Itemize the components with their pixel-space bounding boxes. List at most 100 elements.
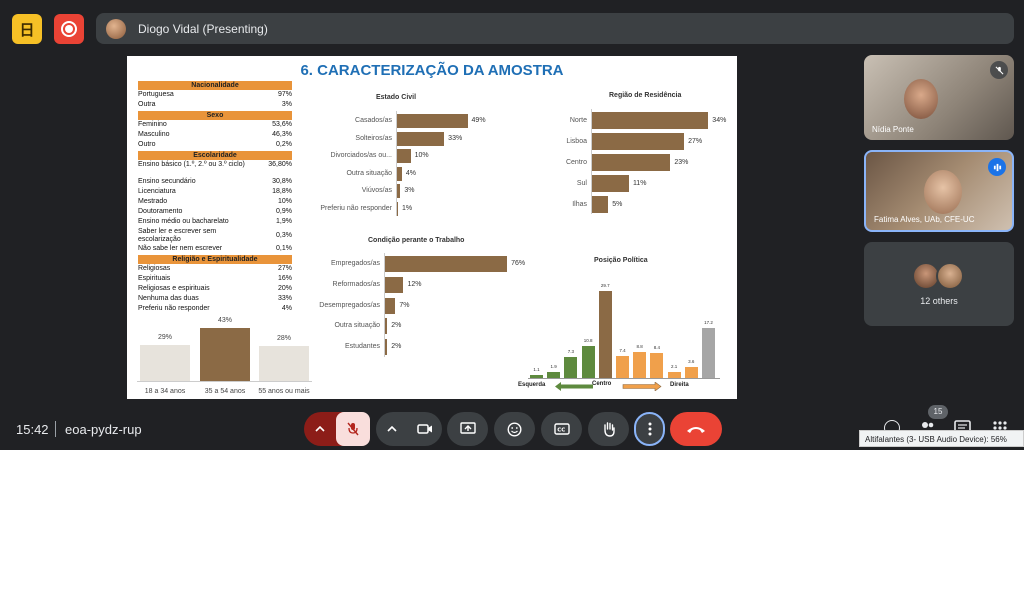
table-row: Não sabe ler nem escrever 0,1% [138, 245, 292, 253]
table-row: Religiosas 27% [138, 265, 292, 273]
right-arrow-icon [622, 382, 662, 391]
bar-label: Preferiu não responder [320, 204, 392, 212]
table-row: Nenhuma das duas 33% [138, 295, 292, 303]
bar-label: Sul [576, 179, 587, 187]
row-label: Outra [138, 101, 156, 108]
politica-bar [547, 372, 561, 378]
svg-text:CC: CC [557, 428, 565, 434]
row-value: 20% [277, 285, 292, 292]
row-value: 18,8% [272, 188, 292, 195]
table-row: Ensino básico (1.º, 2.º ou 3.º ciclo) 36,… [138, 161, 292, 169]
row-value: 33% [277, 295, 292, 302]
bar-value: 2% [391, 343, 402, 351]
table-section-header: Escolaridade [138, 151, 292, 160]
politica-bar [564, 356, 578, 378]
bar [396, 114, 468, 128]
politica-value: 10.8 [583, 338, 593, 344]
bar-value: 7% [399, 301, 410, 309]
table-row: Outra 3% [138, 101, 292, 109]
row-value: 1,9% [276, 218, 292, 225]
bar [396, 201, 398, 216]
presenter-bar[interactable]: Diogo Vidal (Presenting) [96, 13, 1014, 44]
mic-options-chevron-icon[interactable] [304, 412, 336, 446]
row-value: 97% [277, 91, 292, 98]
row-label: Doutoramento [138, 208, 183, 215]
table-row: Masculino 46,3% [138, 131, 292, 139]
politica-bar [667, 371, 681, 378]
age-bar [259, 346, 309, 381]
volume-tooltip: Altifalantes (3- USB Audio Device): 56% [859, 430, 1024, 447]
estado-civil-title: Estado Civil [376, 94, 417, 101]
politica-bar [616, 356, 629, 378]
table-row: Espirituais 16% [138, 275, 292, 283]
avatar [912, 262, 940, 290]
hang-up-icon [687, 426, 705, 433]
row-value: 0,2% [276, 141, 292, 148]
row-value: 0,3% [276, 232, 292, 239]
others-tile[interactable]: 12 others [864, 242, 1014, 326]
age-bar [200, 328, 250, 381]
row-label: Feminino [138, 121, 167, 128]
bar [396, 166, 402, 181]
participant-tile-nidia[interactable]: Nídia Ponte [864, 55, 1014, 140]
bar-label: Ilhas [572, 200, 587, 208]
bar-label: Empregados/as [330, 260, 380, 267]
row-value: 30,8% [272, 178, 292, 185]
row-label: Ensino secundário [138, 178, 196, 185]
emoji-button[interactable] [494, 412, 535, 446]
app-logo-icon[interactable]: 日 [12, 14, 42, 44]
age-category: 55 anos ou mais [258, 388, 310, 395]
bar-label: Centro [565, 158, 587, 166]
bar-label: Outra situação [334, 322, 380, 330]
bar-value: 49% [471, 117, 486, 124]
emoji-icon [507, 421, 522, 437]
slide-title: 6. CARACTERIZAÇÃO DA AMOSTRA [300, 62, 564, 79]
table-row: Doutoramento 0,9% [138, 208, 292, 216]
axis-line [396, 111, 397, 216]
mic-off-button[interactable] [336, 412, 370, 446]
table-row: Saber ler e escrever sem escolarização 0,… [138, 228, 292, 244]
mic-off-icon [990, 61, 1008, 79]
row-label: Outro [138, 141, 156, 148]
others-label: 12 others [920, 296, 958, 306]
politica-value: 8.4 [653, 345, 661, 351]
present-button[interactable] [447, 412, 488, 446]
more-options-button[interactable] [634, 412, 665, 446]
camera-options-chevron-icon[interactable] [376, 412, 408, 446]
participant-video [924, 170, 962, 214]
bar [384, 276, 404, 293]
politica-bar [530, 374, 543, 378]
politica-bar [598, 291, 612, 378]
record-icon[interactable] [54, 14, 84, 44]
raise-hand-icon [603, 422, 615, 437]
row-label: Não sabe ler nem escrever [138, 245, 223, 252]
age-category: 18 a 34 anos [144, 388, 186, 395]
politica-value: 17.2 [704, 319, 713, 325]
participant-tile-fatima[interactable]: Fatima Alves, UAb, CFE-UC [864, 150, 1014, 232]
politica-value: 7.4 [619, 348, 626, 354]
bar-label: Lisboa [566, 137, 587, 145]
captions-button[interactable]: CC [541, 412, 582, 446]
left-arrow-icon [555, 382, 593, 391]
bar-value: 10% [414, 152, 429, 159]
row-label: Saber ler e escrever sem escolarização [138, 228, 217, 243]
age-axis-line [137, 381, 312, 382]
table-row: Mestrado 10% [138, 198, 292, 206]
bar-value: 3% [404, 187, 415, 194]
bar [591, 175, 629, 192]
bar [591, 154, 671, 171]
participant-name: Fatima Alves, UAb, CFE-UC [874, 215, 975, 224]
present-screen-icon [459, 422, 476, 434]
mic-off-icon [347, 422, 359, 436]
row-label: Preferiu não responder [138, 305, 210, 312]
activities-icon[interactable] [992, 420, 1008, 436]
raise-hand-button[interactable] [588, 412, 629, 446]
row-value: 27% [277, 265, 292, 272]
leave-call-button[interactable] [670, 412, 722, 446]
regiao-title: Região de Residência [609, 92, 682, 99]
meeting-code: eoa-pydz-rup [65, 422, 142, 437]
clock: 15:42 [16, 422, 49, 437]
camera-button[interactable] [408, 412, 442, 446]
politica-value: 3.6 [688, 359, 695, 365]
avatar [936, 262, 964, 290]
